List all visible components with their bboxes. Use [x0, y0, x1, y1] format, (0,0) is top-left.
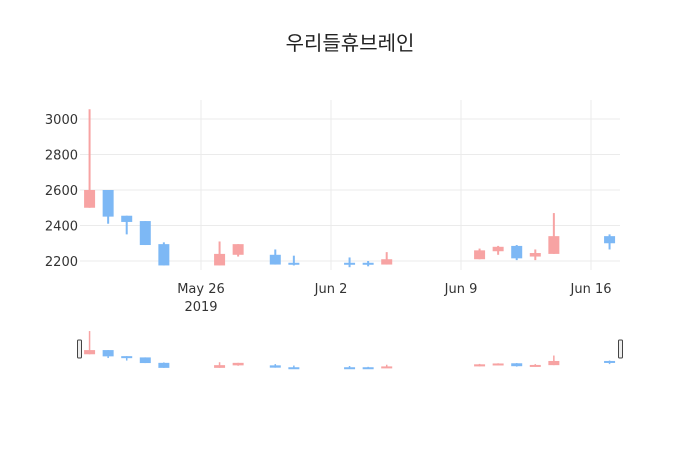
range-slider[interactable]	[77, 331, 623, 370]
candle-increasing[interactable]	[381, 252, 393, 265]
candle-increasing[interactable]	[529, 249, 541, 261]
slider-candle	[529, 364, 541, 367]
slider-candle	[474, 363, 486, 367]
candle-decreasing[interactable]	[604, 234, 616, 250]
candle-increasing[interactable]	[232, 244, 244, 257]
slider-candle	[344, 365, 356, 370]
candle-decreasing[interactable]	[121, 215, 133, 235]
slider-candle	[269, 364, 281, 368]
candle-decreasing[interactable]	[139, 221, 151, 246]
candle-decreasing[interactable]	[158, 242, 170, 266]
candle-decreasing[interactable]	[344, 257, 356, 268]
grid-lines	[80, 100, 620, 270]
slider-candle	[548, 355, 560, 366]
range-slider-handle-left[interactable]	[77, 339, 82, 359]
candle-decreasing[interactable]	[269, 249, 281, 265]
range-slider-handle-right[interactable]	[618, 339, 623, 359]
slider-candle	[381, 364, 393, 369]
slider-candle	[362, 366, 374, 370]
slider-candle	[121, 356, 133, 361]
chart-title: 우리들휴브레인	[285, 31, 415, 55]
y-tick-label: 3000	[45, 113, 78, 128]
y-axis: 2200 2400 2600 2800 3000	[45, 113, 78, 270]
slider-candle	[232, 362, 244, 366]
slider-candle	[511, 363, 523, 367]
candle-decreasing[interactable]	[102, 190, 114, 224]
x-tick-label: Jun 9	[444, 282, 478, 297]
slider-candle	[288, 365, 300, 370]
candle-increasing[interactable]	[492, 245, 504, 255]
y-tick-label: 2400	[45, 220, 78, 235]
x-tick-label: Jun 16	[570, 282, 612, 297]
slider-candle	[102, 350, 114, 359]
slider-candle	[84, 331, 96, 355]
slider-candle	[158, 362, 170, 368]
x-tick-label: May 26	[177, 282, 225, 297]
candle-increasing[interactable]	[474, 248, 486, 260]
x-axis: May 26 2019 Jun 2 Jun 9 Jun 16	[177, 282, 611, 315]
slider-candle	[214, 362, 226, 368]
y-tick-label: 2600	[45, 184, 78, 199]
candle-decreasing[interactable]	[511, 245, 523, 261]
candle-increasing[interactable]	[84, 109, 96, 208]
candles-main[interactable]	[84, 109, 616, 268]
range-slider-candles	[84, 331, 616, 370]
candle-decreasing[interactable]	[288, 255, 300, 266]
x-tick-year-label: 2019	[184, 300, 217, 315]
candle-decreasing[interactable]	[362, 261, 374, 267]
slider-candle	[139, 357, 151, 364]
candle-increasing[interactable]	[548, 213, 560, 254]
y-tick-label: 2200	[45, 255, 78, 270]
x-tick-label: Jun 2	[314, 282, 348, 297]
y-tick-label: 2800	[45, 149, 78, 164]
candle-increasing[interactable]	[214, 241, 226, 266]
slider-candle	[492, 363, 504, 366]
slider-candle	[604, 360, 616, 365]
